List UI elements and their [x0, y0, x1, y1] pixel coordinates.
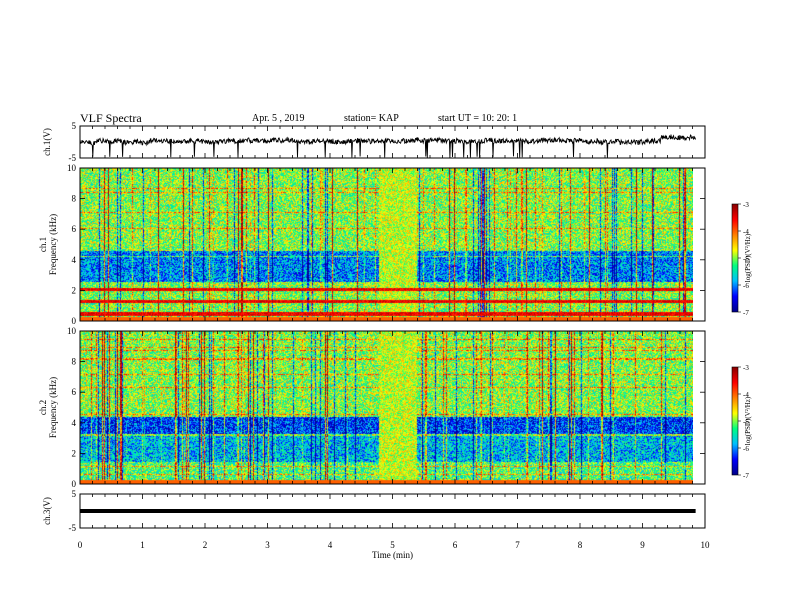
colorbar-tick-label: -3	[743, 201, 749, 209]
colorbar-tick-label: -5	[743, 255, 749, 263]
station-label: station= KAP	[344, 113, 399, 124]
colorbar-tick-label: -3	[743, 364, 749, 372]
x-tick-label: 0	[78, 540, 83, 550]
y-tick-label: 0	[72, 316, 77, 326]
colorbar-frame	[731, 203, 739, 313]
x-tick-label: 4	[328, 540, 333, 550]
y-tick-label: -5	[69, 153, 77, 163]
y-axis-label: ch.3(V)	[42, 497, 52, 525]
ch1-colorbar-image	[732, 204, 738, 312]
y-axis-label: Frequency (kHz)	[48, 214, 58, 275]
ch2-spectrogram-image	[80, 331, 693, 484]
ch2-colorbar-image	[732, 367, 738, 475]
y-axis-label: Frequency (kHz)	[48, 377, 58, 438]
colorbar-tick-label: -6	[743, 282, 749, 290]
colorbar-tick-label: -4	[743, 228, 749, 236]
x-tick-label: 8	[578, 540, 583, 550]
ch1-spectrogram-image	[80, 168, 693, 321]
x-tick-label: 6	[453, 540, 458, 550]
colorbar-tick-label: -7	[743, 309, 749, 317]
y-tick-label: 2	[72, 448, 77, 458]
ch1-waveform-line	[79, 134, 697, 158]
colorbar-label: log(PSD)(V²/Hz)	[744, 396, 752, 445]
y-tick-label: 4	[72, 255, 77, 265]
figure-title: VLF Spectra	[80, 111, 142, 125]
y-tick-label: 8	[72, 194, 77, 204]
y-axis-label: ch.2	[38, 400, 48, 415]
x-tick-label: 7	[515, 540, 520, 550]
x-tick-label: 1	[140, 540, 145, 550]
y-axis-label: ch.1	[38, 237, 48, 252]
colorbar-tick-label: -7	[743, 472, 749, 480]
x-tick-label: 3	[265, 540, 270, 550]
y-tick-label: 2	[72, 285, 77, 295]
colorbar-frame	[731, 366, 739, 476]
x-tick-label: 10	[701, 540, 711, 550]
y-tick-label: 6	[72, 224, 77, 234]
x-axis-label: Time (min)	[372, 550, 413, 560]
y-tick-label: 0	[72, 479, 77, 489]
y-axis-label: ch.1(V)	[42, 128, 52, 156]
colorbar-tick-label: -6	[743, 445, 749, 453]
x-tick-label: 2	[203, 540, 208, 550]
y-tick-label: 5	[72, 489, 77, 499]
colorbar-tick-label: -5	[743, 418, 749, 426]
colorbar-tick-label: -4	[743, 391, 749, 399]
panel-frame-2	[79, 330, 706, 485]
y-tick-label: -5	[69, 523, 77, 533]
y-tick-label: 4	[72, 418, 77, 428]
start-time-label: start UT = 10: 20: 1	[438, 113, 518, 124]
y-tick-label: 10	[67, 163, 77, 173]
x-tick-label: 5	[390, 540, 395, 550]
colorbar-label: log(PSD)(V²/Hz)	[744, 233, 752, 282]
x-tick-label: 9	[640, 540, 645, 550]
y-tick-label: 10	[67, 326, 77, 336]
y-tick-label: 8	[72, 357, 77, 367]
panel-frame-1	[79, 167, 706, 322]
y-tick-label: 6	[72, 387, 77, 397]
date-label: Apr. 5 , 2019	[252, 113, 305, 124]
y-tick-label: 5	[72, 121, 77, 131]
